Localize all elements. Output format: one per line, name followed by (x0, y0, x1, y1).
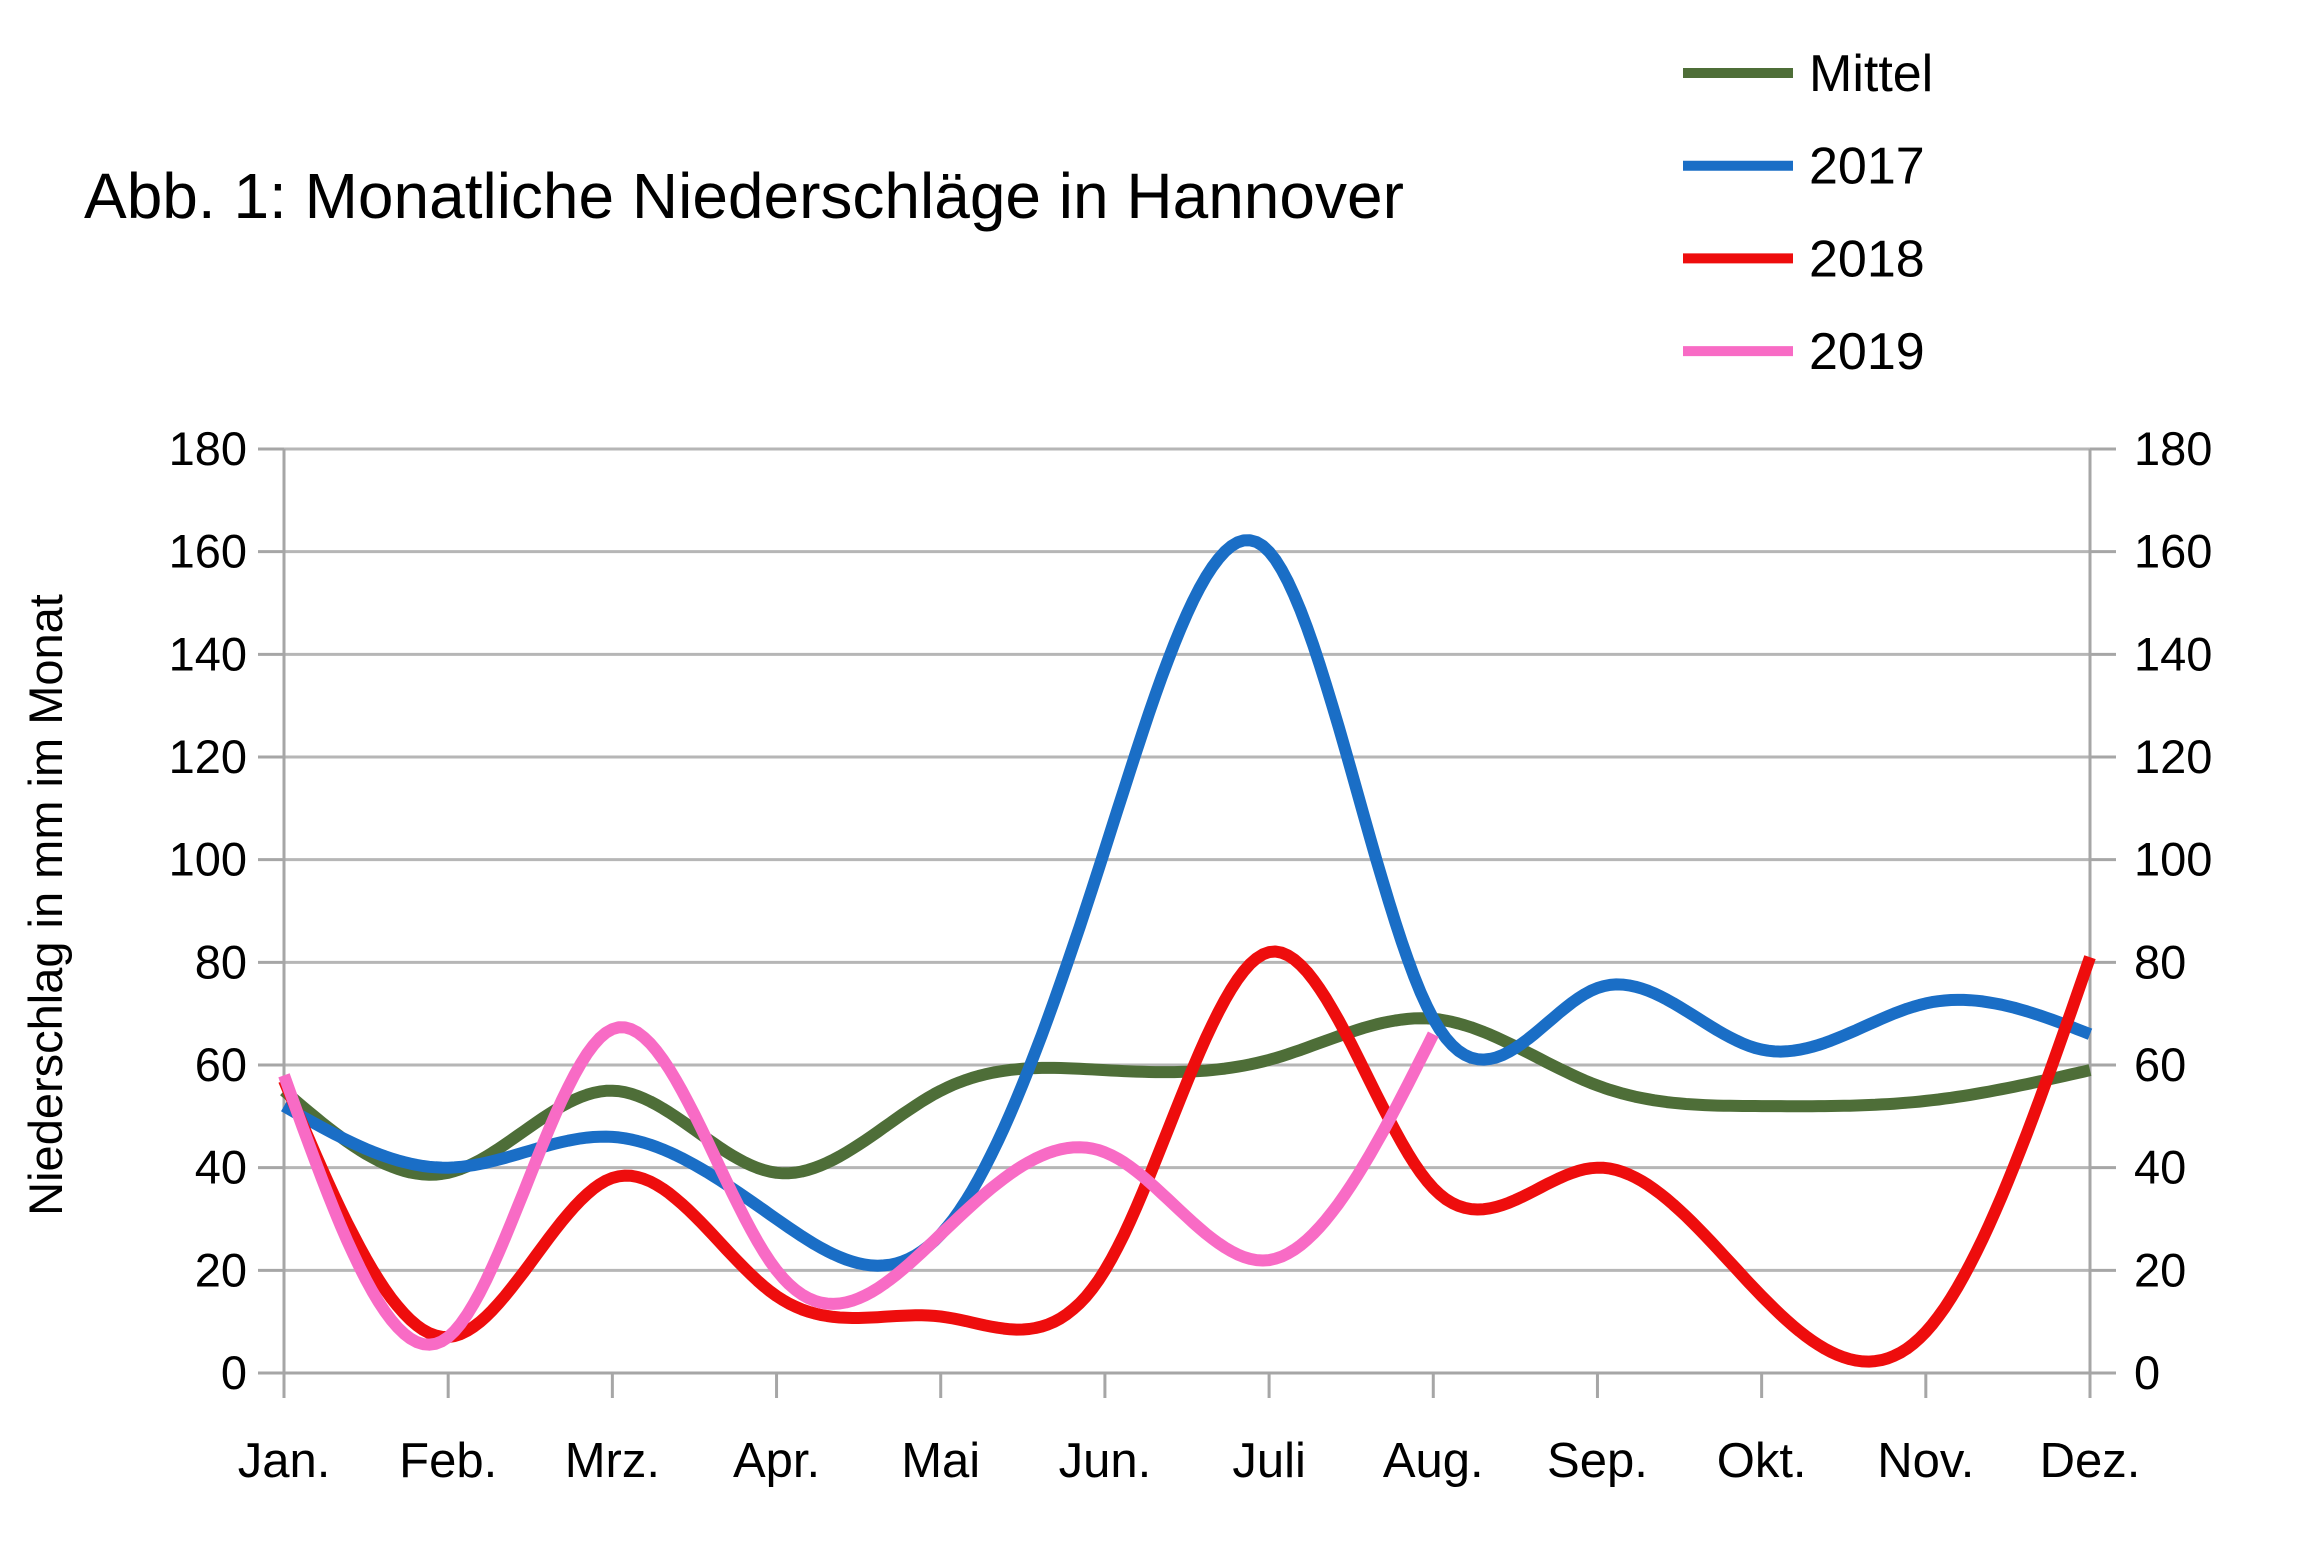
y-label-right-80: 80 (2134, 935, 2186, 988)
y-label-right-0: 0 (2134, 1346, 2160, 1399)
axes (258, 447, 2116, 1398)
y-label-left-120: 120 (169, 730, 247, 783)
y-label-right-60: 60 (2134, 1038, 2186, 1091)
legend-label-mittel: Mittel (1809, 45, 1933, 103)
legend-label-2017: 2017 (1809, 138, 1925, 196)
y-label-right-100: 100 (2134, 833, 2212, 886)
x-label-Juli: Juli (1232, 1434, 1306, 1488)
legend: Mittel 2017 2018 2019 (1683, 45, 1933, 381)
y-label-left-20: 20 (195, 1243, 247, 1296)
y-label-left-160: 160 (169, 525, 247, 578)
x-axis-labels: Jan. Feb. Mrz. Apr. Mai Jun. Juli Aug. Sep. Okt. N… (238, 1434, 2141, 1488)
x-label-Feb: Feb. (399, 1434, 497, 1488)
x-label-Nov: Nov. (1877, 1434, 1974, 1488)
y-axis-labels-left: 0 20 40 60 80 100 120 140 160 180 (169, 422, 247, 1399)
chart-title: Abb. 1: Monatliche Niederschläge in Hann… (84, 160, 1404, 232)
x-label-Jun: Jun. (1059, 1434, 1152, 1488)
y-label-left-100: 100 (169, 833, 247, 886)
y-label-right-180: 180 (2134, 422, 2212, 475)
x-label-Dez: Dez. (2040, 1434, 2141, 1488)
legend-item-2019: 2019 (1683, 323, 1925, 381)
legend-item-2017: 2017 (1683, 138, 1925, 196)
series-line-2019 (278, 1021, 1439, 1351)
x-label-Mai: Mai (901, 1434, 980, 1488)
series-line-2018 (278, 945, 2096, 1368)
legend-label-2018: 2018 (1809, 230, 1925, 288)
y-label-right-40: 40 (2134, 1141, 2186, 1194)
x-label-Apr: Apr. (733, 1434, 820, 1488)
y-label-right-160: 160 (2134, 525, 2212, 578)
y-label-right-120: 120 (2134, 730, 2212, 783)
y-label-left-180: 180 (169, 422, 247, 475)
y-label-left-0: 0 (221, 1346, 247, 1399)
legend-item-mittel: Mittel (1683, 45, 1933, 103)
y-label-left-140: 140 (169, 627, 247, 680)
y-axis-labels-right: 0 20 40 60 80 100 120 140 160 180 (2134, 422, 2212, 1399)
x-label-Okt: Okt. (1717, 1434, 1807, 1488)
x-label-Mrz: Mrz. (565, 1434, 660, 1488)
x-label-Jan: Jan. (238, 1434, 331, 1488)
legend-label-2019: 2019 (1809, 323, 1925, 381)
series-line-2017 (281, 534, 2093, 1272)
y-label-left-60: 60 (195, 1038, 247, 1091)
y-label-right-140: 140 (2134, 627, 2212, 680)
series-lines (278, 534, 2096, 1368)
y-label-left-80: 80 (195, 935, 247, 988)
y-axis-title: Niederschlag in mm im Monat (19, 594, 72, 1216)
x-label-Aug: Aug. (1383, 1434, 1484, 1488)
legend-item-2018: 2018 (1683, 230, 1925, 288)
x-label-Sep: Sep. (1547, 1434, 1648, 1488)
y-label-left-40: 40 (195, 1141, 247, 1194)
y-label-right-20: 20 (2134, 1243, 2186, 1296)
